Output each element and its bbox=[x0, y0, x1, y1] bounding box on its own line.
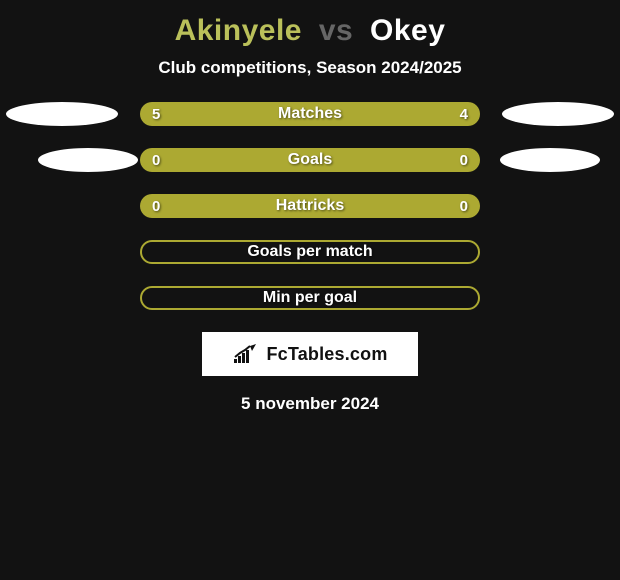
stat-label: Min per goal bbox=[263, 289, 357, 307]
decor-ellipse-left bbox=[6, 102, 118, 126]
title: Akinyele vs Okey bbox=[0, 14, 620, 48]
stat-right-value: 0 bbox=[460, 194, 468, 218]
stat-right-value: 4 bbox=[460, 102, 468, 126]
stat-pill: 0 Hattricks 0 bbox=[140, 194, 480, 218]
stat-left-value: 0 bbox=[152, 194, 160, 218]
stat-label: Matches bbox=[278, 105, 342, 123]
logo-text: FcTables.com bbox=[266, 344, 387, 365]
date-label: 5 november 2024 bbox=[0, 394, 620, 414]
title-player1: Akinyele bbox=[175, 14, 302, 47]
stat-rows: 5 Matches 4 0 Goals 0 0 Hattricks 0 bbox=[0, 102, 620, 310]
decor-ellipse-right bbox=[500, 148, 600, 172]
stat-pill: 0 Goals 0 bbox=[140, 148, 480, 172]
stat-left-value: 5 bbox=[152, 102, 160, 126]
stat-pill: 5 Matches 4 bbox=[140, 102, 480, 126]
subtitle: Club competitions, Season 2024/2025 bbox=[0, 58, 620, 78]
stat-row-matches: 5 Matches 4 bbox=[0, 102, 620, 126]
stat-label: Goals bbox=[288, 151, 332, 169]
stat-label: Hattricks bbox=[276, 197, 344, 215]
stat-row-hattricks: 0 Hattricks 0 bbox=[0, 194, 620, 218]
title-vs: vs bbox=[319, 14, 353, 47]
title-player2: Okey bbox=[370, 14, 445, 47]
fctables-logo-icon bbox=[232, 343, 260, 365]
stat-left-value: 0 bbox=[152, 148, 160, 172]
stat-pill: Min per goal bbox=[140, 286, 480, 310]
stat-row-min-per-goal: Min per goal bbox=[0, 286, 620, 310]
stat-pill: Goals per match bbox=[140, 240, 480, 264]
stat-label: Goals per match bbox=[247, 243, 372, 261]
stat-row-goals-per-match: Goals per match bbox=[0, 240, 620, 264]
comparison-infographic: Akinyele vs Okey Club competitions, Seas… bbox=[0, 0, 620, 580]
stat-right-value: 0 bbox=[460, 148, 468, 172]
decor-ellipse-right bbox=[502, 102, 614, 126]
decor-ellipse-left bbox=[38, 148, 138, 172]
logo-box: FcTables.com bbox=[202, 332, 418, 376]
stat-row-goals: 0 Goals 0 bbox=[0, 148, 620, 172]
